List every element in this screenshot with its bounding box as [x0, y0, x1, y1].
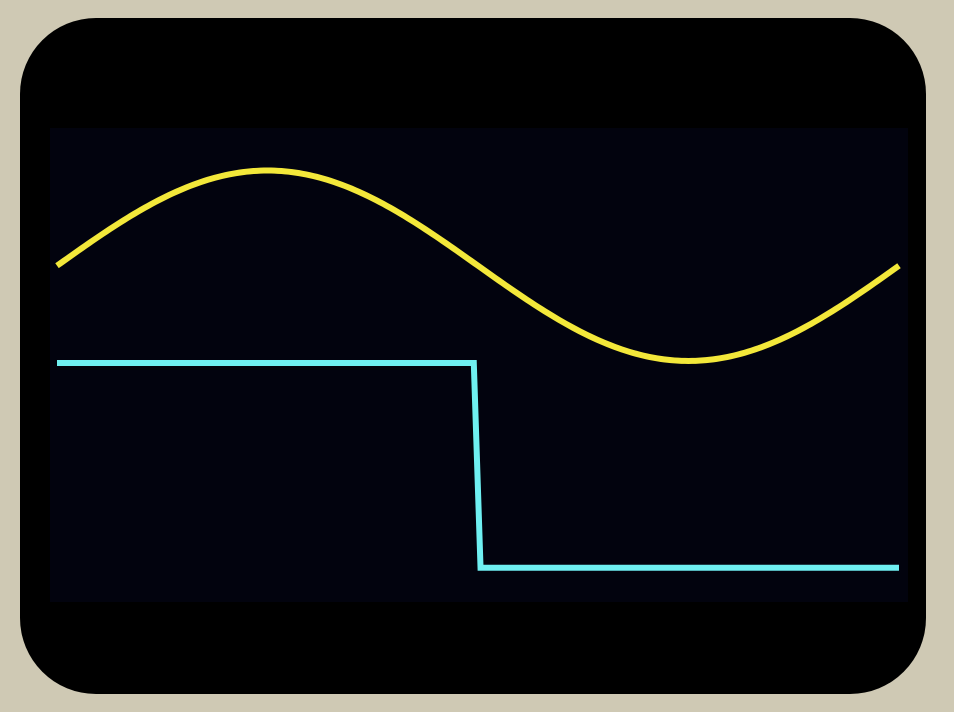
square-wave-trace — [57, 360, 899, 571]
sine-wave-trace — [55, 167, 901, 364]
oscilloscope-screen — [50, 128, 908, 602]
oscilloscope-bezel — [20, 18, 926, 694]
waveform-plot — [55, 167, 901, 571]
